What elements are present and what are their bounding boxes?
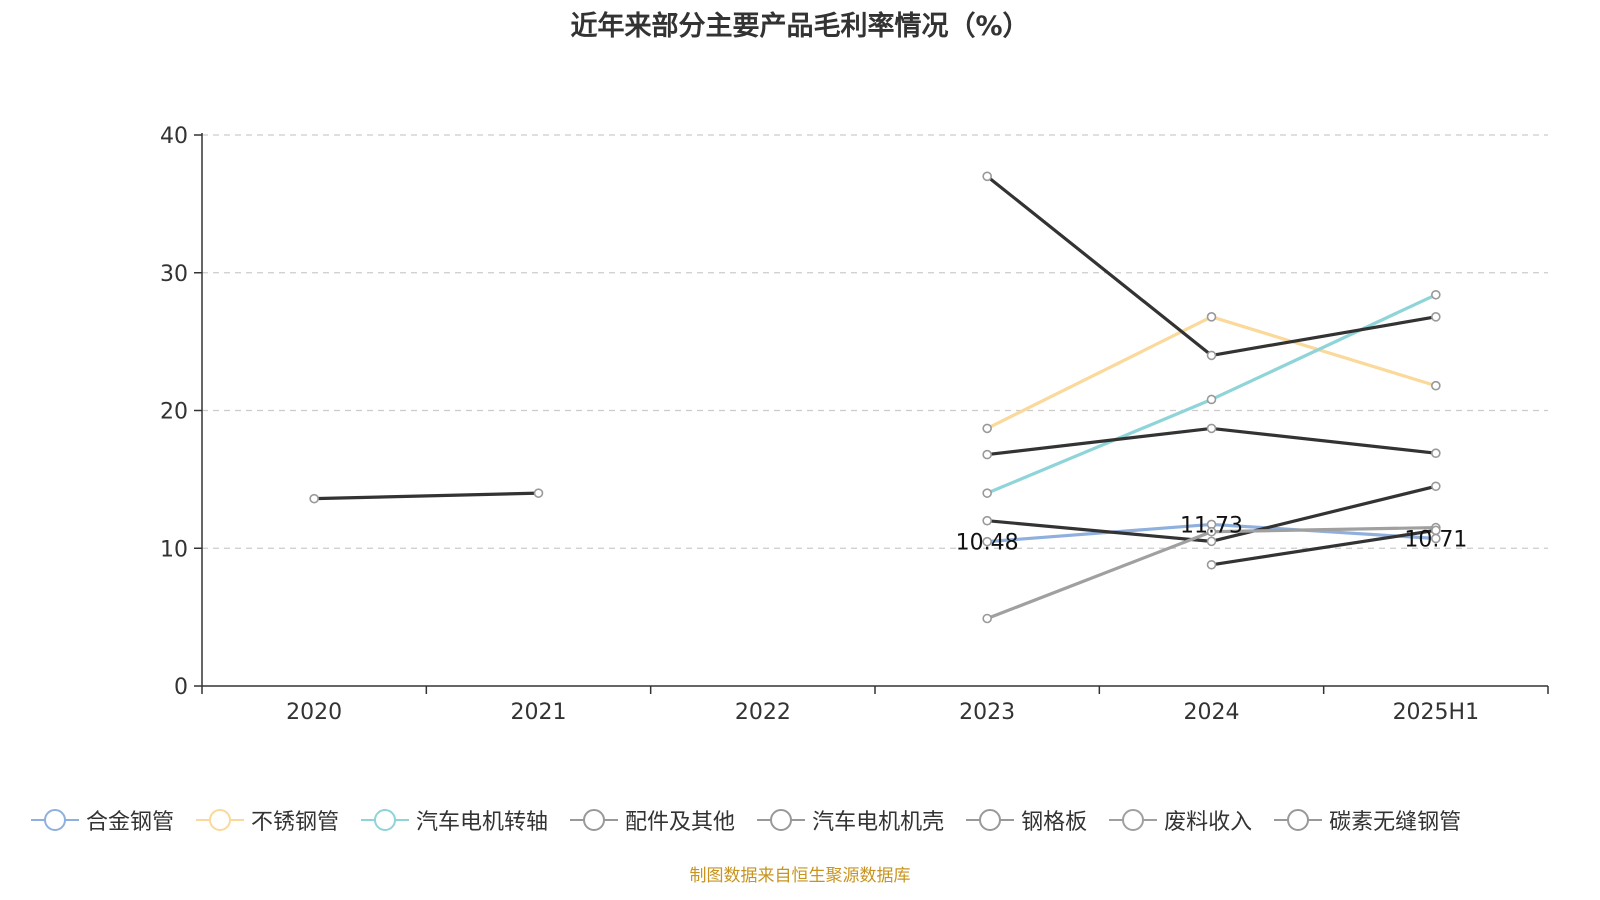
legend-line-icon [1274, 809, 1323, 831]
data-point [982, 536, 992, 547]
x-tick-label: 2022 [735, 700, 791, 725]
y-tick-label: 30 [160, 262, 188, 287]
series-4 [982, 171, 1441, 361]
y-tick-label: 0 [174, 675, 188, 700]
data-point [1431, 289, 1441, 300]
legend-line-icon [966, 809, 1015, 831]
legend-label: 碳素无缝钢管 [1329, 810, 1462, 835]
legend-item[interactable]: 汽车电机转轴 [360, 804, 548, 836]
grid-lines [202, 134, 1548, 549]
data-labels: 10.48 11.73 10.71 [956, 513, 1468, 555]
data-label: 10.48 [956, 531, 1019, 556]
series-line [314, 491, 539, 501]
legend-item[interactable]: 配件及其他 [569, 804, 735, 836]
data-label: 11.73 [1180, 513, 1243, 538]
legend-label: 钢格板 [1021, 810, 1088, 835]
legend-item[interactable]: 合金钢管 [30, 804, 174, 836]
x-tick-label: 2021 [511, 700, 567, 725]
data-point [982, 171, 992, 182]
series-1 [982, 519, 1441, 547]
legend-label: 汽车电机机壳 [812, 810, 945, 835]
data-point [1206, 394, 1217, 405]
legend-line-icon [361, 809, 410, 831]
data-point [1431, 380, 1441, 391]
legend-line-icon [196, 809, 245, 831]
series-8 [309, 488, 1441, 570]
source-note: 制图数据来自恒生聚源数据库 [689, 866, 911, 886]
data-point [1206, 526, 1217, 537]
data-point [1431, 481, 1441, 492]
data-point [1206, 536, 1217, 547]
data-point [1431, 312, 1441, 322]
x-tick-label: 2020 [286, 700, 342, 725]
data-point [1431, 448, 1441, 459]
data-point [982, 613, 992, 624]
data-point [309, 493, 319, 504]
x-tick-label: 2024 [1184, 700, 1240, 725]
legend-item[interactable]: 废料收入 [1108, 804, 1252, 836]
series-lines [309, 171, 1441, 624]
data-point [1206, 559, 1217, 570]
data-point [533, 488, 544, 498]
series-3 [982, 289, 1441, 498]
legend-label: 合金钢管 [86, 810, 175, 835]
series-line [986, 315, 1437, 430]
x-tick-label: 2023 [959, 700, 1015, 725]
series-line [1211, 528, 1437, 567]
data-point [982, 449, 992, 460]
y-tick-label: 10 [160, 537, 188, 562]
legend-item[interactable]: 不锈钢管 [195, 804, 339, 836]
data-point [1206, 423, 1217, 434]
chart-title: 近年来部分主要产品毛利率情况（%） [570, 11, 1030, 42]
series-2 [982, 312, 1441, 434]
legend-line-icon [1109, 809, 1158, 831]
data-point [1431, 525, 1441, 536]
series-5 [982, 423, 1441, 460]
data-point [982, 423, 992, 434]
data-label: 10.71 [1404, 527, 1467, 552]
data-point [1206, 350, 1217, 361]
legend-item[interactable]: 汽车电机机壳 [756, 804, 944, 836]
data-point [982, 515, 992, 526]
data-point [982, 488, 992, 498]
y-tick-label: 20 [160, 400, 188, 425]
legend-item[interactable]: 钢格板 [965, 804, 1087, 836]
axes: 0 10 20 30 40 2020 2021 2022 2023 2024 2025H1 [160, 124, 1549, 725]
legend-label: 配件及其他 [625, 810, 736, 835]
legend-line-icon [570, 809, 619, 831]
legend-item[interactable]: 碳素无缝钢管 [1273, 804, 1461, 836]
series-6 [982, 481, 1441, 547]
legend-label: 不锈钢管 [251, 810, 340, 835]
legend-label: 废料收入 [1164, 810, 1253, 835]
legend-line-icon [757, 809, 806, 831]
series-line [986, 175, 1437, 357]
legend-line-icon [31, 809, 79, 831]
data-point [1206, 312, 1217, 322]
y-tick-label: 40 [160, 124, 188, 149]
legend-label: 汽车电机转轴 [416, 810, 549, 835]
x-tick-label: 2025H1 [1393, 700, 1480, 725]
series-7 [982, 522, 1441, 624]
legend: 合金钢管 不锈钢管 汽车电机转轴 配件及其他 汽车电机机壳 钢格板 废料收入 碳素无缝钢管 [30, 802, 1590, 838]
